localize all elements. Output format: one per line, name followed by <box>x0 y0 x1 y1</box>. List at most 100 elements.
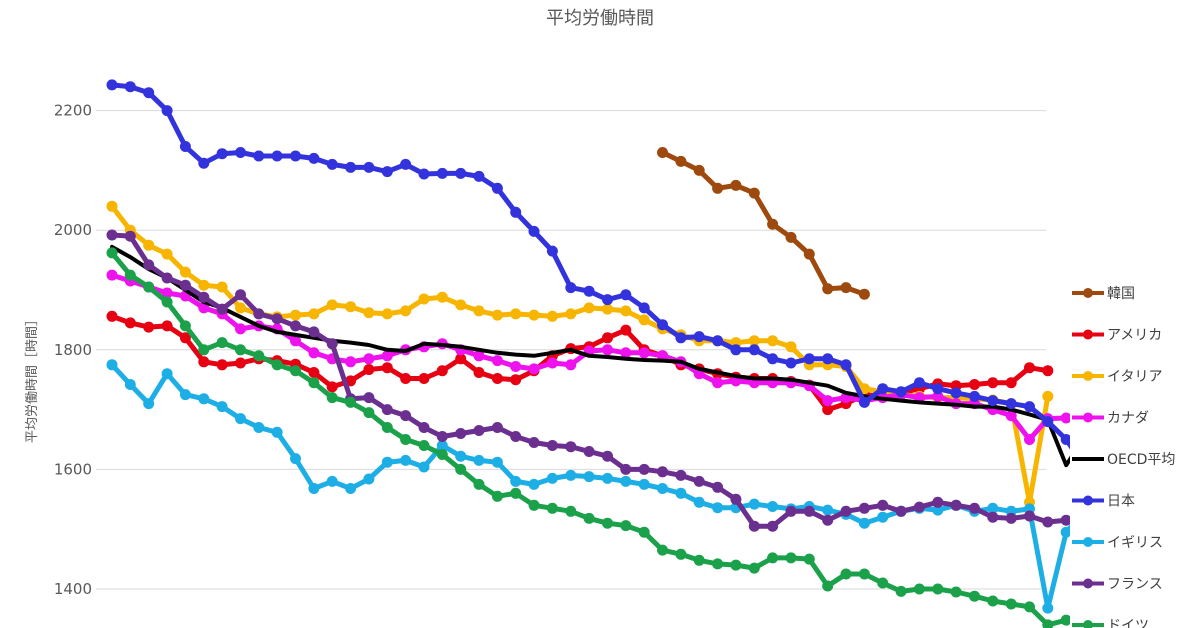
legend-label: イギリス <box>1107 535 1163 551</box>
data-point <box>326 158 338 170</box>
data-point <box>620 289 632 301</box>
data-point <box>418 168 430 180</box>
data-point <box>913 583 925 595</box>
data-point <box>455 299 467 311</box>
data-point <box>748 498 760 510</box>
data-point <box>290 365 301 377</box>
data-point <box>510 308 522 320</box>
data-point <box>381 350 393 362</box>
data-point <box>803 248 815 260</box>
legend-label: カナダ <box>1107 411 1149 427</box>
data-point <box>491 490 503 502</box>
series-line <box>109 232 1070 529</box>
data-point <box>602 303 613 315</box>
data-point <box>657 483 668 494</box>
legend-item[interactable]: アメリカ <box>1072 328 1162 344</box>
data-point <box>602 332 613 344</box>
data-point <box>858 568 870 580</box>
data-point <box>290 309 301 321</box>
data-point <box>235 289 246 301</box>
data-point <box>510 475 522 487</box>
data-point <box>179 266 191 278</box>
legend-item[interactable]: イギリス <box>1072 535 1163 551</box>
legend-item[interactable]: ドイツ <box>1072 618 1149 628</box>
data-point <box>326 338 338 350</box>
data-point <box>363 407 375 419</box>
data-point <box>620 324 632 336</box>
series-line <box>660 150 867 297</box>
data-point <box>143 281 155 293</box>
data-point <box>620 463 632 475</box>
data-point <box>785 341 797 353</box>
data-point <box>987 377 999 389</box>
y-tick-label: 1800 <box>54 341 92 359</box>
data-point <box>602 517 613 529</box>
data-point <box>418 422 430 433</box>
data-point <box>950 499 962 511</box>
data-point <box>106 79 118 91</box>
data-point <box>583 285 595 297</box>
data-point <box>198 291 210 303</box>
data-point <box>473 454 485 466</box>
data-point <box>345 301 357 313</box>
data-point <box>785 552 797 564</box>
data-point <box>528 363 540 375</box>
legend-item[interactable]: 韓国 <box>1072 286 1135 302</box>
data-point <box>748 344 760 356</box>
data-point <box>161 287 173 299</box>
data-point <box>106 269 118 281</box>
data-point <box>858 288 870 300</box>
data-point <box>381 308 393 320</box>
data-point <box>693 554 705 566</box>
data-point <box>1042 619 1054 628</box>
data-point <box>822 353 834 365</box>
legend-marker <box>1083 412 1093 423</box>
legend-item[interactable]: 日本 <box>1072 494 1135 510</box>
legend-item[interactable]: フランス <box>1072 577 1163 593</box>
data-point <box>363 161 375 173</box>
legend-marker <box>1083 329 1093 340</box>
series-line <box>109 82 1070 450</box>
legend-item[interactable]: カナダ <box>1072 411 1149 427</box>
data-point <box>785 357 797 369</box>
data-point <box>491 309 503 321</box>
data-point <box>1005 410 1017 422</box>
data-point <box>602 344 613 356</box>
data-point <box>1024 401 1035 413</box>
data-point <box>455 463 467 475</box>
legend-item[interactable]: OECD平均 <box>1072 452 1175 468</box>
data-point <box>583 471 595 483</box>
legend-label: 日本 <box>1107 494 1135 510</box>
data-point <box>124 230 136 242</box>
data-point <box>1079 506 1090 517</box>
data-point <box>106 359 118 371</box>
legend-item[interactable]: イタリア <box>1072 369 1162 385</box>
data-point <box>528 225 540 237</box>
data-point <box>143 239 155 251</box>
data-point <box>198 279 210 291</box>
data-point <box>932 383 944 395</box>
data-point <box>602 472 613 484</box>
data-point <box>730 493 742 505</box>
data-point <box>161 368 173 380</box>
y-tick-label: 2000 <box>54 221 92 239</box>
y-tick-label: 1400 <box>54 580 92 598</box>
legend-marker <box>1083 495 1093 506</box>
data-point <box>565 308 577 320</box>
data-point <box>638 314 650 326</box>
data-point <box>473 367 485 378</box>
data-point <box>840 505 852 517</box>
data-point <box>216 148 228 160</box>
data-point <box>124 317 136 329</box>
data-point <box>840 282 852 294</box>
data-point <box>638 526 650 538</box>
data-point <box>436 431 448 442</box>
data-point <box>106 200 118 212</box>
data-point <box>216 401 228 413</box>
data-point <box>546 472 558 484</box>
data-point <box>161 272 173 284</box>
data-point <box>400 410 412 422</box>
data-point <box>345 483 357 494</box>
